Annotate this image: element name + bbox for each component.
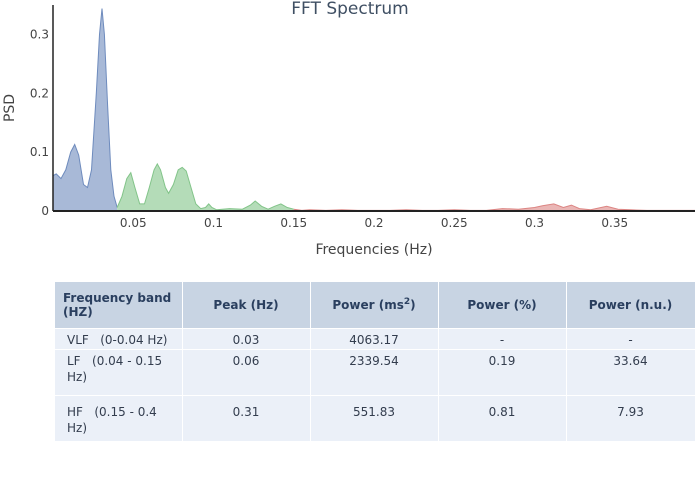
power-percent-cell: 0.19 xyxy=(438,349,567,396)
y-tick-labels: 0 0.1 0.2 0.3 xyxy=(30,27,49,218)
band-cell: VLF (0-0.04 Hz) xyxy=(55,328,183,350)
peak-cell: 0.06 xyxy=(182,349,311,396)
table-row: VLF (0-0.04 Hz) 0.03 4063.17 - - xyxy=(55,328,696,350)
y-tick-label: 0.3 xyxy=(30,27,49,41)
area-vlf xyxy=(53,8,118,211)
table-row: LF (0.04 - 0.15 Hz) 0.06 2339.54 0.19 33… xyxy=(55,349,696,396)
hrv-frequency-table: Frequency band (HZ) Peak (Hz) Power (ms2… xyxy=(55,282,696,442)
chart-axes xyxy=(52,5,695,212)
line-lf xyxy=(116,162,294,211)
y-axis-title: PSD xyxy=(2,94,18,122)
power-ms2-cell: 4063.17 xyxy=(310,328,439,350)
power-ms2-cell: 551.83 xyxy=(310,395,439,442)
chart-title: FFT Spectrum xyxy=(291,0,408,19)
power-nu-cell: 7.93 xyxy=(566,395,696,442)
x-tick-label: 0.2 xyxy=(364,216,383,230)
area-lf xyxy=(117,163,294,211)
line-hf xyxy=(293,203,695,211)
x-tick-label: 0.15 xyxy=(280,216,307,230)
header-power-percent: Power (%) xyxy=(438,282,567,329)
header-power-nu: Power (n.u.) xyxy=(566,282,696,329)
y-tick-label: 0 xyxy=(41,204,49,218)
x-tick-label: 0.25 xyxy=(441,216,468,230)
band-cell: LF (0.04 - 0.15 Hz) xyxy=(55,349,183,396)
table-header-row: Frequency band (HZ) Peak (Hz) Power (ms2… xyxy=(55,282,696,329)
line-vlf xyxy=(52,8,118,208)
header-frequency-band: Frequency band (HZ) xyxy=(55,282,183,329)
power-percent-cell: 0.81 xyxy=(438,395,567,442)
power-nu-cell: - xyxy=(566,328,696,350)
y-tick-label: 0.2 xyxy=(30,86,49,100)
y-tick-label: 0.1 xyxy=(30,145,49,159)
power-ms2-cell: 2339.54 xyxy=(310,349,439,396)
power-percent-cell: - xyxy=(438,328,567,350)
x-tick-label: 0.1 xyxy=(204,216,223,230)
x-tick-label: 0.05 xyxy=(120,216,147,230)
x-tick-label: 0.35 xyxy=(601,216,628,230)
table-row: HF (0.15 - 0.4 Hz) 0.31 551.83 0.81 7.93 xyxy=(55,395,696,442)
x-tick-label: 0.3 xyxy=(525,216,544,230)
fft-spectrum-chart: FFT Spectrum 0.05 0.1 0.15 0.2 0.25 0.3 0.35 0… xyxy=(2,0,695,258)
x-tick-labels: 0.05 0.1 0.15 0.2 0.25 0.3 0.35 xyxy=(120,216,628,230)
header-power-ms2: Power (ms2) xyxy=(310,282,439,329)
power-nu-cell: 33.64 xyxy=(566,349,696,396)
spectrum-areas xyxy=(52,8,695,211)
header-peak: Peak (Hz) xyxy=(182,282,311,329)
band-cell: HF (0.15 - 0.4 Hz) xyxy=(55,395,183,442)
peak-cell: 0.31 xyxy=(182,395,311,442)
peak-cell: 0.03 xyxy=(182,328,311,350)
x-axis-title: Frequencies (Hz) xyxy=(315,242,432,258)
